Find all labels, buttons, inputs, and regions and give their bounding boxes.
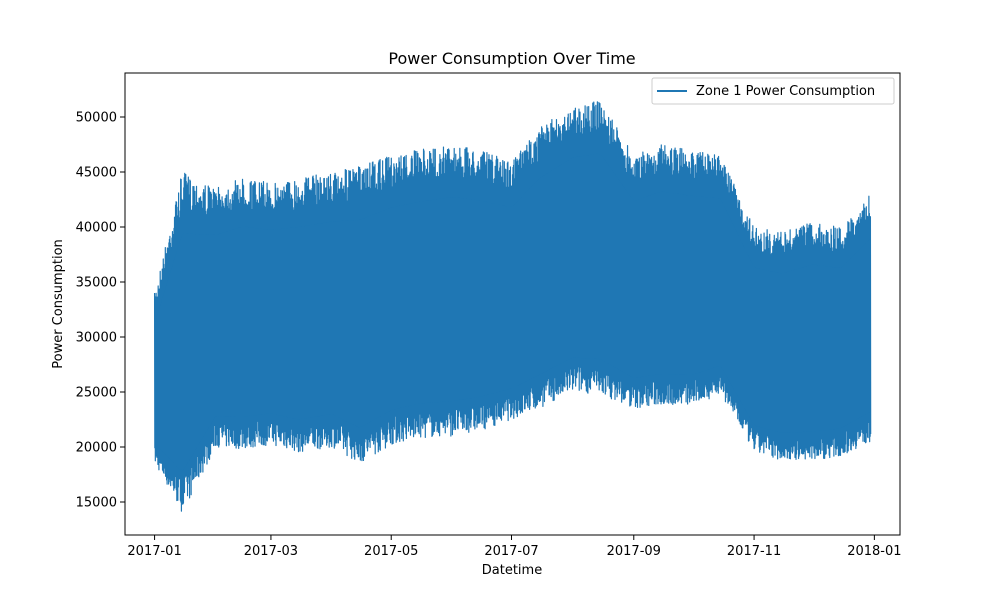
y-tick-label: 50000 (76, 111, 117, 126)
y-axis-label: Power Consumption (51, 239, 66, 369)
x-tick-label: 2017-11 (727, 544, 781, 559)
y-tick-label: 15000 (76, 496, 117, 511)
plot-frame (124, 72, 901, 536)
y-tick-label: 40000 (76, 221, 117, 236)
legend: Zone 1 Power Consumption (651, 77, 895, 105)
x-tick-label: 2017-05 (364, 544, 418, 559)
x-tick-label: 2017-01 (127, 544, 181, 559)
x-tick-label: 2017-03 (244, 544, 298, 559)
x-axis-label: Datetime (482, 563, 542, 578)
x-tick-label: 2018-01 (847, 544, 901, 559)
series-zone-1-power-consumption (153, 101, 872, 512)
x-tick-label: 2017-09 (607, 544, 661, 559)
legend-label: Zone 1 Power Consumption (696, 84, 875, 99)
y-tick-label: 35000 (76, 276, 117, 291)
legend-box (651, 77, 895, 105)
y-tick-label: 20000 (76, 441, 117, 456)
chart-title: Power Consumption Over Time (388, 49, 635, 68)
y-tick-label: 25000 (76, 386, 117, 401)
x-axis: 2017-01 2017-03 2017-05 2017-07 2017-09 2017-… (127, 535, 902, 559)
x-tick-label: 2017-07 (484, 544, 538, 559)
y-tick-label: 45000 (76, 166, 117, 181)
y-axis: 15000 20000 25000 30000 35000 40000 45000 50000 (76, 111, 125, 511)
series-band (154, 153, 871, 471)
y-tick-label: 30000 (76, 331, 117, 346)
